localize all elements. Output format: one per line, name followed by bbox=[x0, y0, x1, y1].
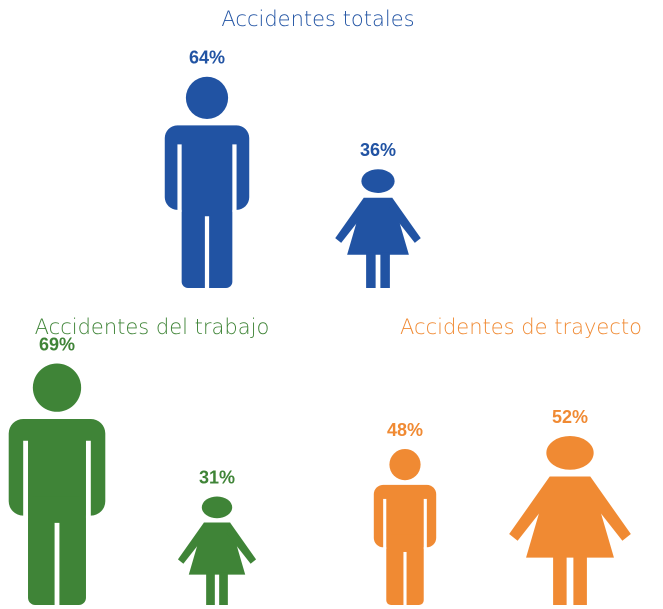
figure bbox=[335, 169, 421, 288]
torso bbox=[373, 484, 437, 548]
figure bbox=[8, 363, 106, 608]
figure bbox=[373, 449, 437, 607]
leg bbox=[206, 572, 215, 605]
head bbox=[32, 363, 82, 412]
leg bbox=[380, 252, 390, 288]
leg bbox=[553, 554, 567, 605]
figure bbox=[164, 76, 250, 291]
arm bbox=[585, 476, 631, 541]
torso bbox=[164, 125, 250, 210]
value-label: 69% bbox=[39, 334, 75, 354]
chart-title: Accidentes del trabajo bbox=[35, 315, 270, 339]
dress bbox=[188, 522, 246, 575]
arm bbox=[226, 522, 257, 564]
dress bbox=[526, 476, 614, 558]
leg bbox=[366, 252, 376, 288]
torso bbox=[8, 419, 106, 516]
dress bbox=[347, 197, 409, 255]
head bbox=[185, 76, 229, 120]
head bbox=[201, 496, 233, 519]
figure bbox=[177, 496, 257, 605]
leg bbox=[219, 572, 228, 605]
chart-title: Accidentes totales bbox=[221, 7, 414, 31]
figure bbox=[509, 436, 631, 605]
value-label: 52% bbox=[552, 407, 588, 427]
head bbox=[361, 169, 395, 193]
chart-title: Accidentes de trayecto bbox=[400, 315, 642, 339]
arm bbox=[388, 197, 421, 243]
value-label: 48% bbox=[387, 420, 423, 440]
head bbox=[389, 449, 421, 481]
arm bbox=[335, 197, 368, 243]
value-label: 64% bbox=[189, 48, 225, 68]
head bbox=[546, 436, 594, 470]
value-label: 36% bbox=[360, 140, 396, 160]
arm bbox=[509, 476, 555, 541]
leg bbox=[573, 554, 587, 605]
value-label: 31% bbox=[199, 467, 235, 487]
arm bbox=[177, 522, 208, 564]
